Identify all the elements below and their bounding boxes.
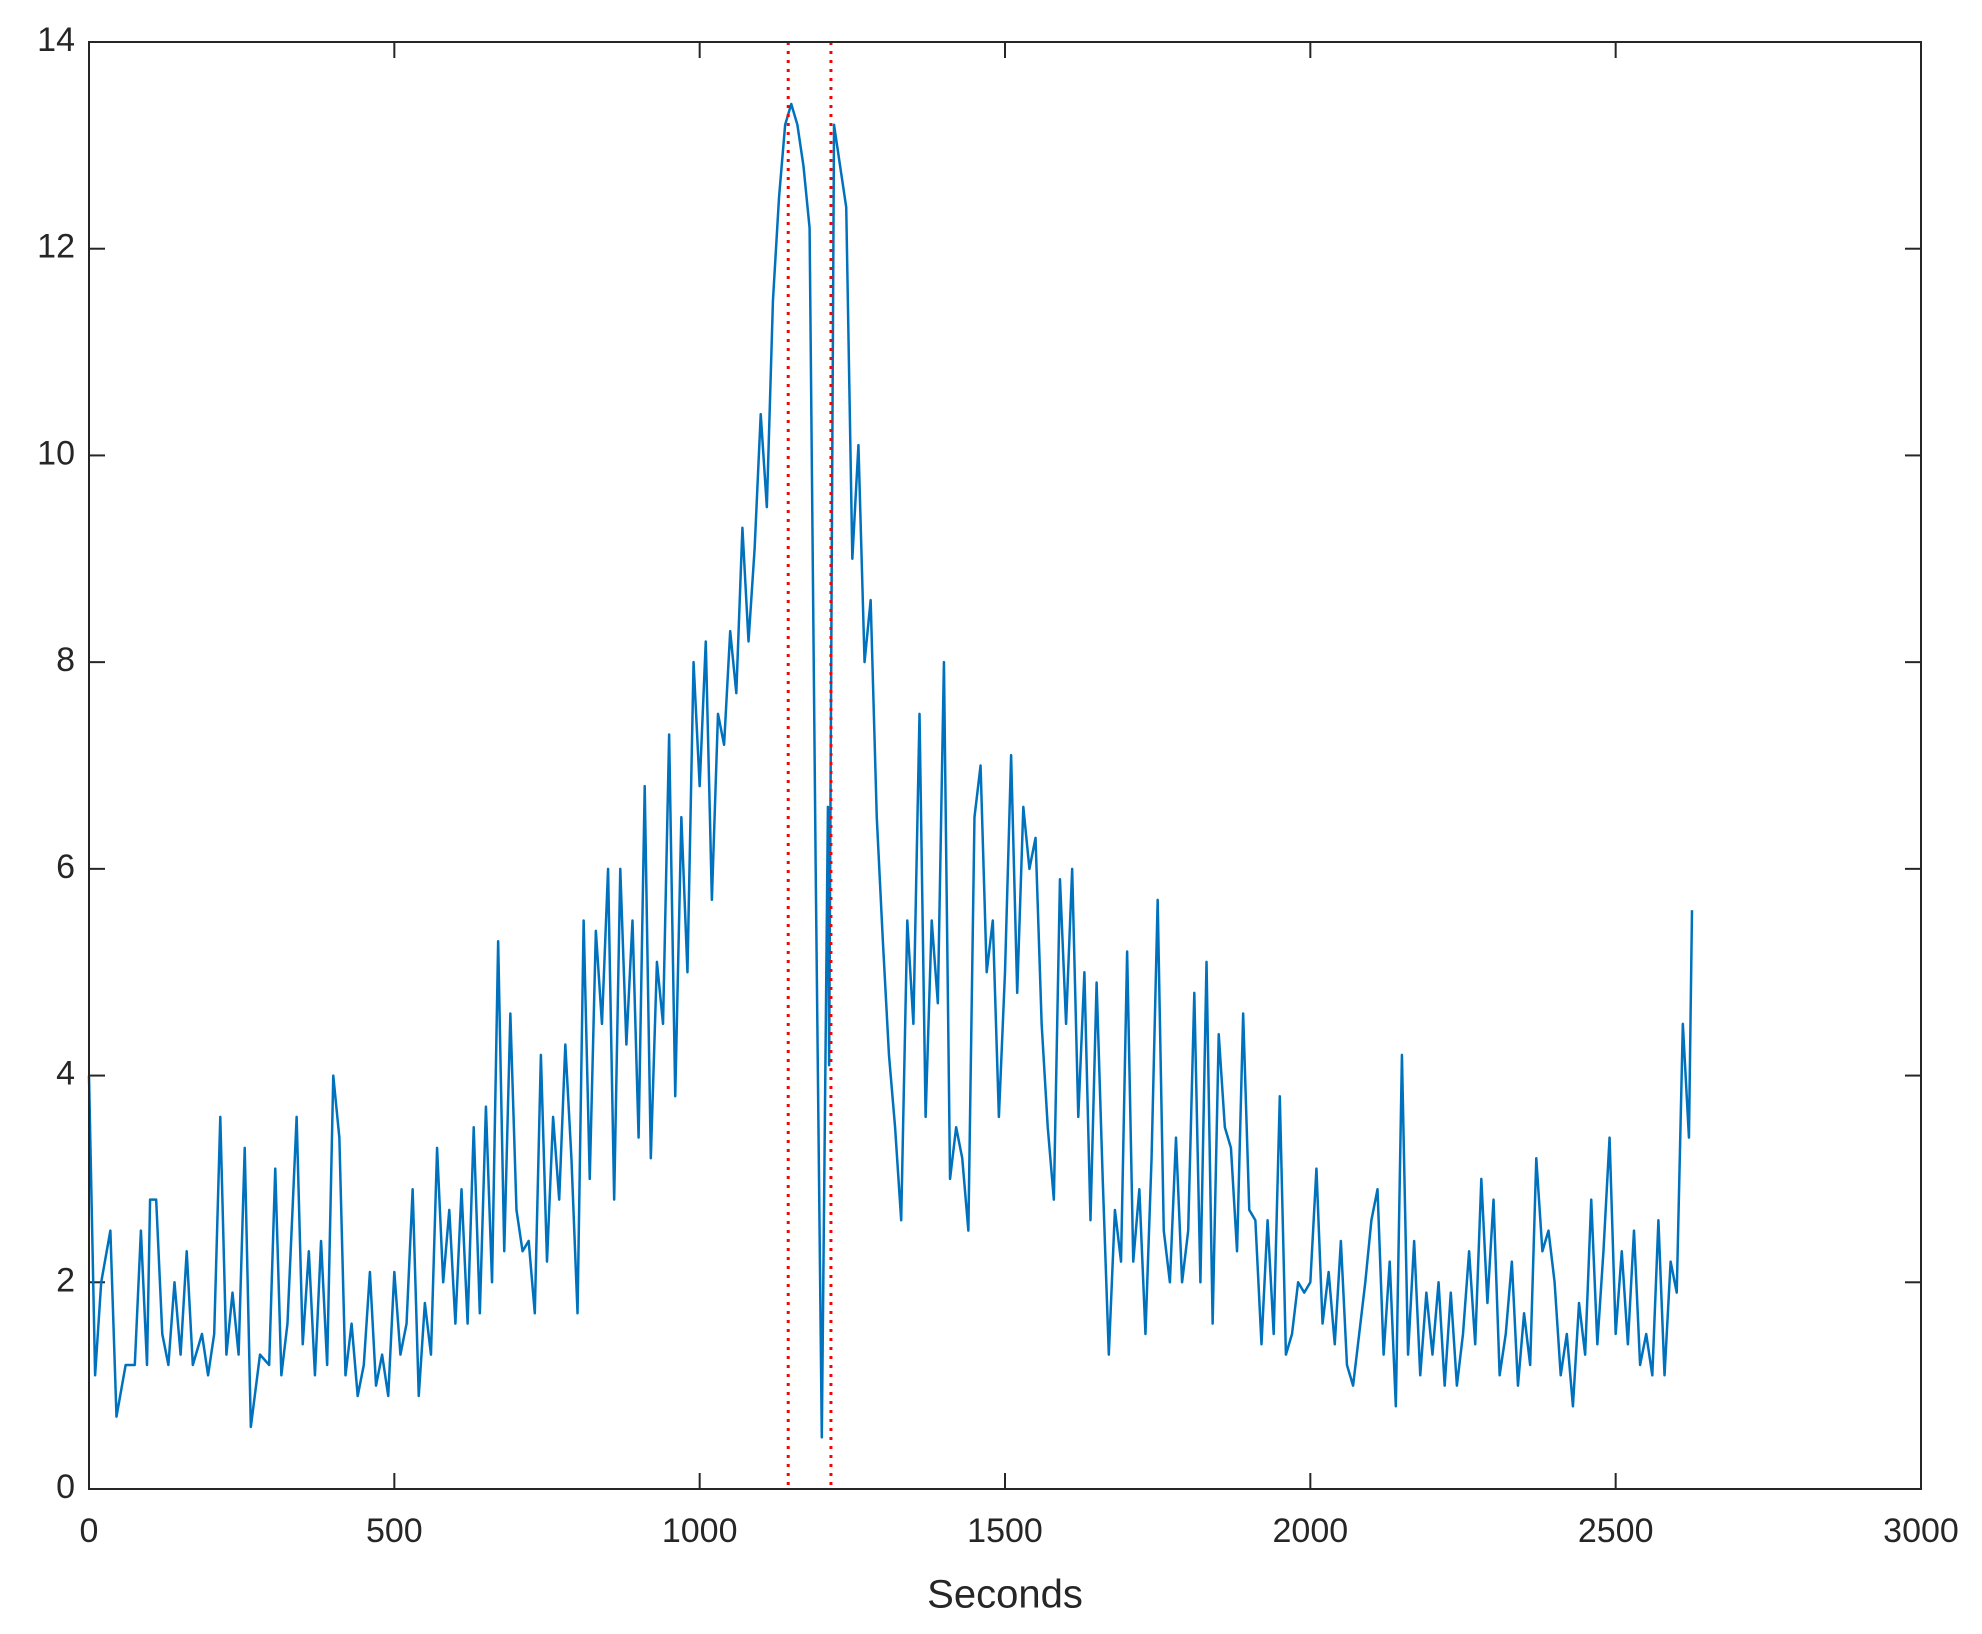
x-tick-label: 2000	[1273, 1512, 1349, 1550]
y-tick-label: 14	[37, 21, 75, 59]
y-tick-label: 12	[37, 228, 75, 266]
plot-frame	[88, 41, 1922, 1490]
x-tick-label: 0	[80, 1512, 99, 1550]
x-tick-label: 1500	[967, 1512, 1043, 1550]
x-tick-label: 1000	[662, 1512, 738, 1550]
y-tick-label: 10	[37, 434, 75, 472]
y-tick-label: 2	[56, 1261, 75, 1299]
y-tick-label: 8	[56, 641, 75, 679]
y-tick-label: 4	[56, 1055, 75, 1093]
x-tick-label: 500	[366, 1512, 423, 1550]
x-axis-label: Seconds	[927, 1573, 1083, 1617]
x-tick-label: 3000	[1883, 1512, 1959, 1550]
data-line	[87, 102, 1694, 1439]
y-tick-label: 6	[56, 848, 75, 886]
y-tick-label: 0	[56, 1468, 75, 1506]
x-tick-label: 2500	[1578, 1512, 1654, 1550]
